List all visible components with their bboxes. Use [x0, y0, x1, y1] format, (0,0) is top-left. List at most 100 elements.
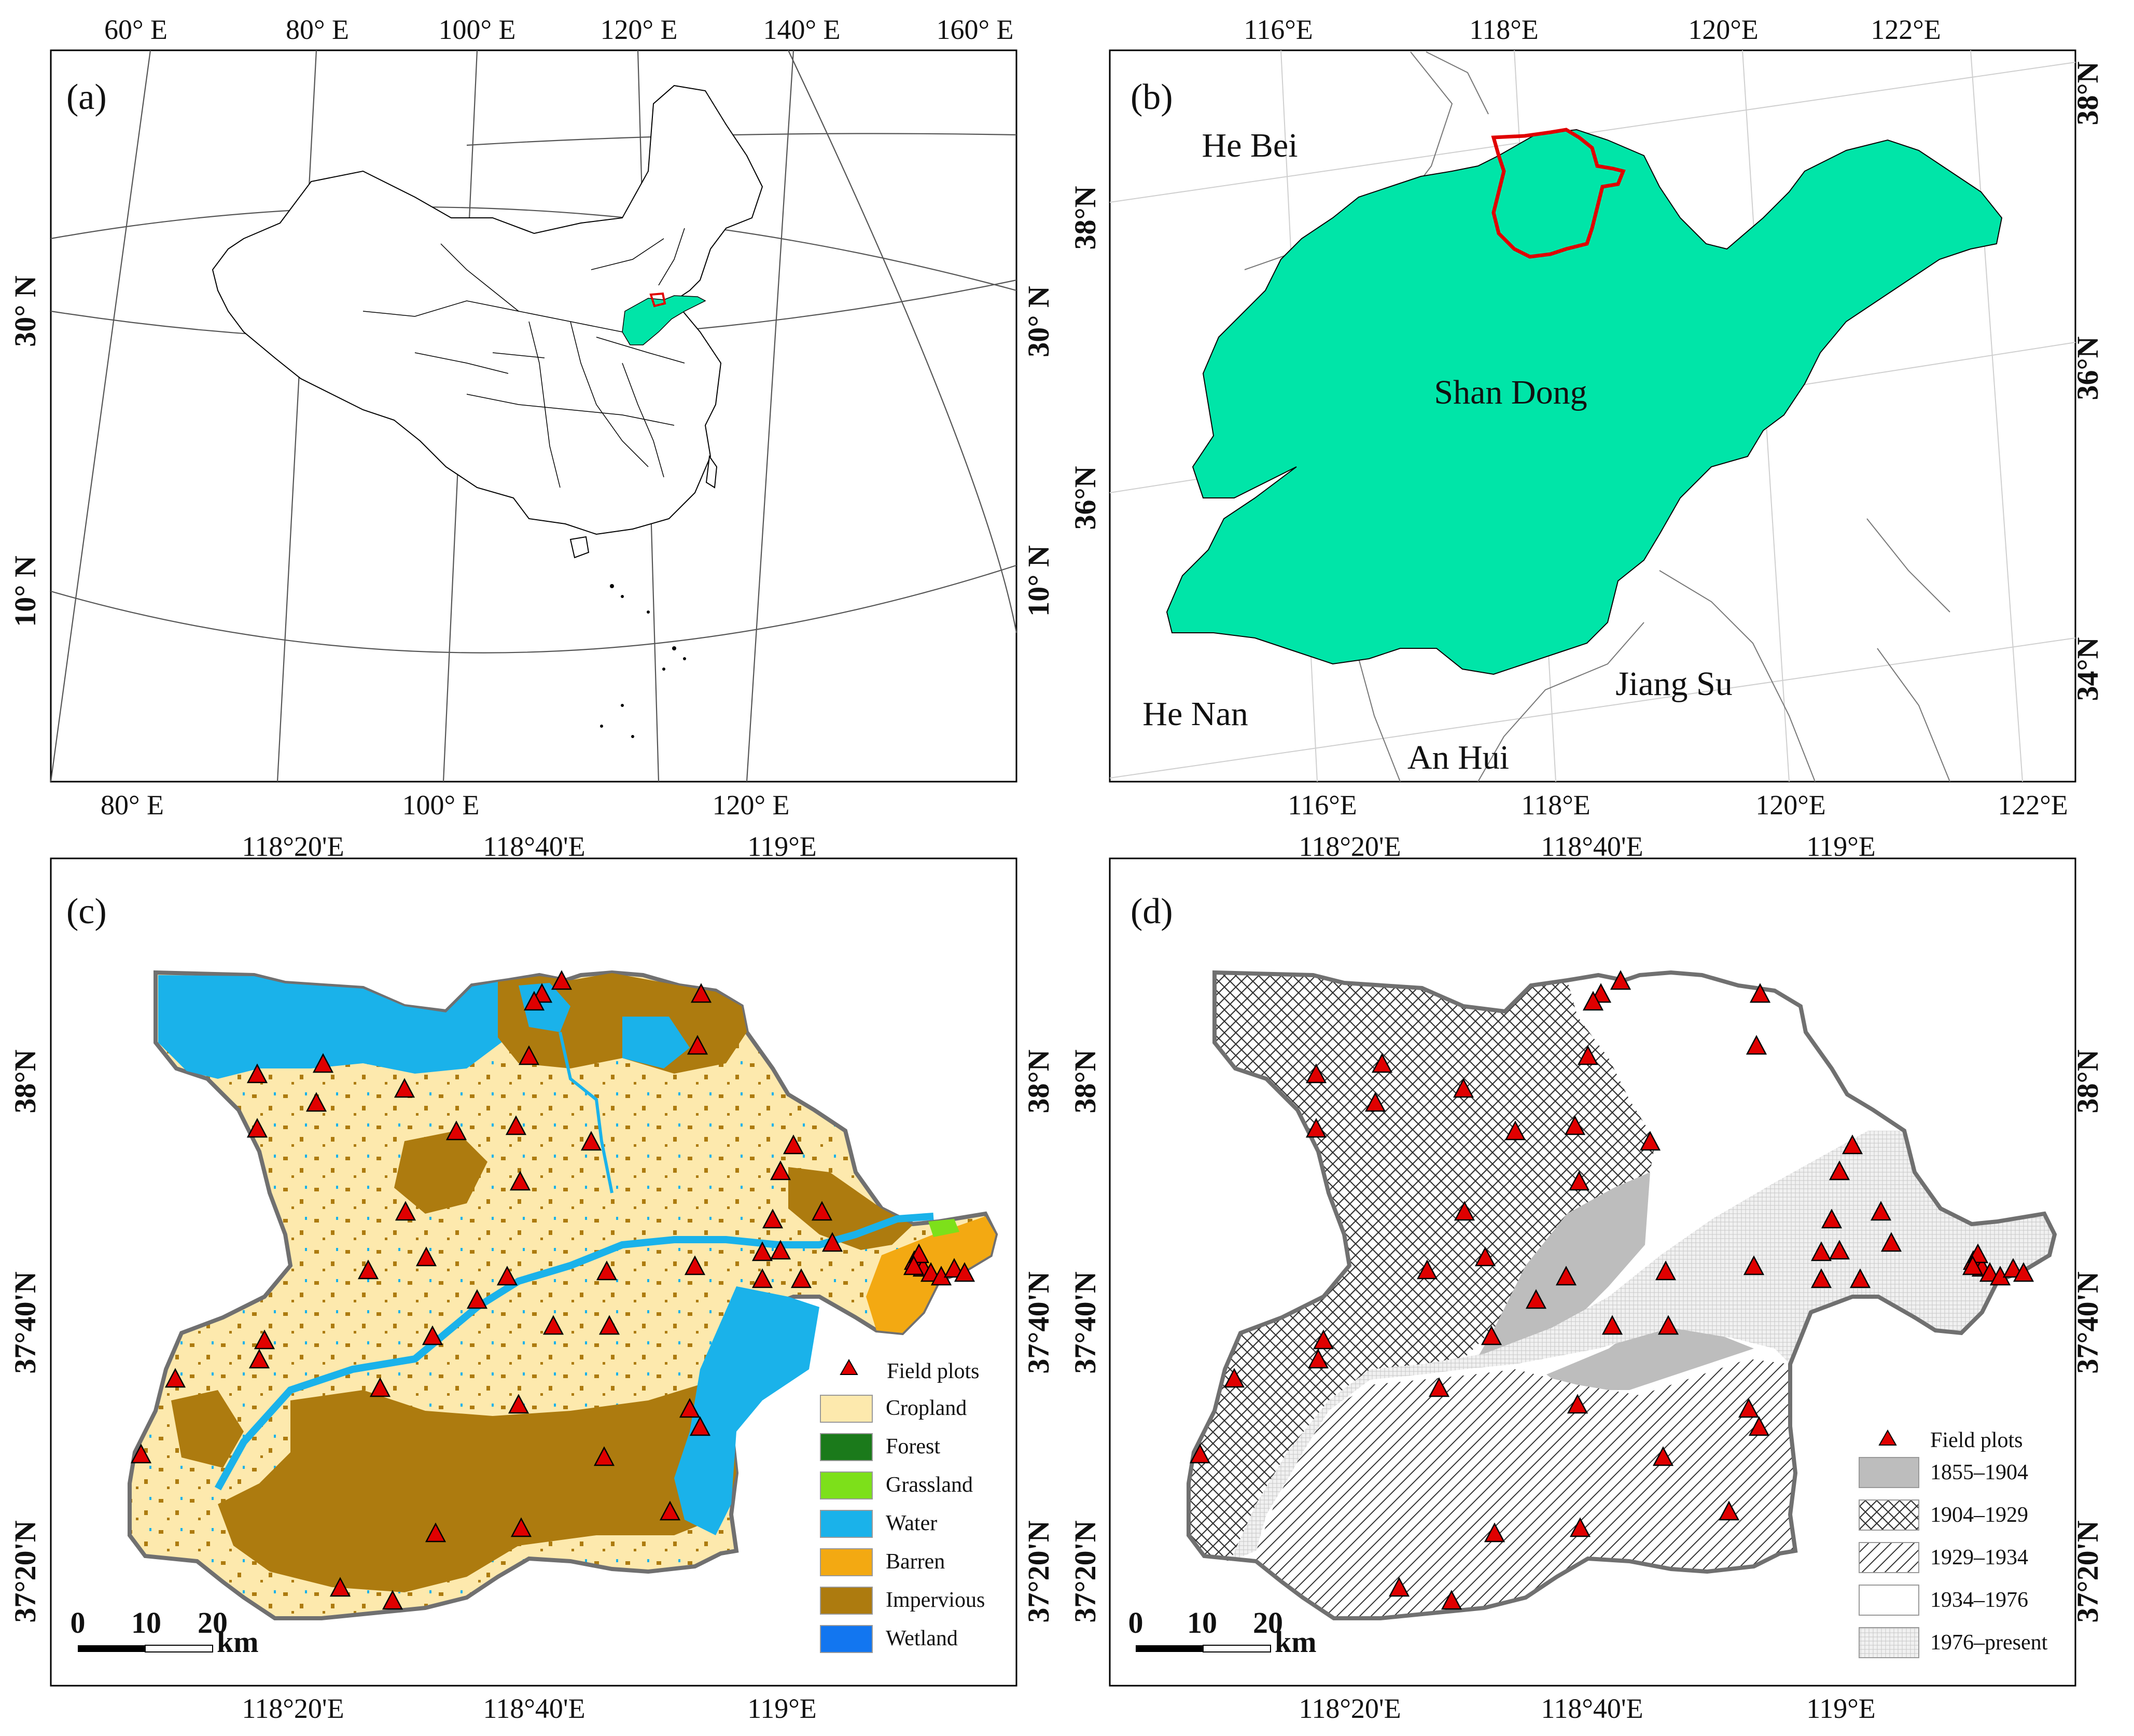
c-field-plot-marker [518, 1045, 540, 1065]
c-left-tick-2: 37°40'N [8, 1271, 42, 1373]
c-field-plot-marker [248, 1349, 270, 1369]
c-water-northwest [158, 975, 508, 1079]
c-field-plot-marker [305, 1092, 327, 1112]
b-left-tick-1: 38°N [1068, 186, 1102, 249]
c-scale-tick-10: 10 [131, 1606, 161, 1640]
d-legend-swatch [1859, 1585, 1919, 1616]
study-area-marker-a [649, 292, 666, 308]
c-legend-swatch [820, 1395, 873, 1423]
d-field-plot-marker [2013, 1262, 2034, 1282]
a-top-tick-4: 120° E [600, 14, 677, 45]
d-field-plot-marker [1652, 1446, 1674, 1466]
c-impervious-west [171, 1390, 244, 1468]
c-field-plot-marker [690, 983, 712, 1003]
d-field-plot-marker [1639, 1131, 1661, 1151]
a-right-tick-2: 10° N [1022, 545, 1055, 617]
d-field-plot-marker [1601, 1315, 1623, 1335]
c-field-plot-marker [505, 1115, 527, 1135]
c-legend-item-label: Barren [886, 1550, 945, 1574]
panel-d: (d) Field plots 1855–1904 1904–1929 1929–1… [1068, 831, 2104, 1724]
d-bottom-tick-2: 118°40'E [1541, 1693, 1643, 1724]
c-left-tick-1: 38°N [8, 1049, 42, 1113]
c-field-plot-marker [415, 1246, 437, 1267]
d-field-plot-marker [1416, 1259, 1438, 1280]
south-sea-islands [600, 584, 686, 738]
d-lobes [1187, 970, 2057, 1620]
d-field-plot-marker [1568, 1171, 1590, 1191]
c-field-plot-marker [254, 1329, 275, 1350]
d-field-plot-marker [1428, 1377, 1450, 1397]
c-grassland-tip [928, 1219, 959, 1237]
d-field-plot-marker [1610, 970, 1631, 990]
c-top-tick-2: 118°40'E [483, 831, 585, 862]
b-right-tick-3: 34°N [2071, 637, 2104, 701]
d-field-plot-marker [1582, 991, 1604, 1011]
d-top-tick-2: 118°40'E [1541, 831, 1643, 862]
d-right-tick-2: 37°40'N [2071, 1271, 2104, 1373]
c-field-plot-marker [508, 1394, 529, 1414]
d-scale-tick-20: 20 [1253, 1606, 1283, 1640]
d-legend: Field plots 1855–1904 1904–1929 1929–1934 1… [1859, 1428, 2048, 1658]
d-field-plot-marker [1743, 1255, 1765, 1275]
d-field-plot-marker [1504, 1120, 1526, 1141]
d-field-plot-marker [1484, 1522, 1505, 1543]
c-field-plot-marker [689, 1416, 711, 1436]
d-field-plot-marker [1481, 1325, 1502, 1345]
d-field-plot-marker [1569, 1517, 1591, 1537]
d-field-plot-marker [1223, 1368, 1245, 1388]
c-bottom-tick-1: 118°20'E [242, 1693, 344, 1724]
b-bottom-tick-1: 116°E [1288, 789, 1357, 821]
c-field-plot-marker [783, 1134, 804, 1155]
c-field-plot-marker [684, 1255, 706, 1275]
c-field-plots [130, 970, 975, 1610]
d-field-plot-marker [2002, 1258, 2024, 1278]
c-legend-swatch [820, 1433, 873, 1461]
c-impervious-center [394, 1131, 487, 1214]
d-legend-item-label: 1976–present [1930, 1631, 2048, 1655]
a-top-tick-1: 60° E [104, 14, 168, 45]
d-lobe-1904-1929 [1189, 973, 1655, 1561]
d-field-plot-marker [1870, 1201, 1892, 1221]
c-field-plot-marker [246, 1063, 268, 1084]
d-field-plot-marker [1810, 1241, 1832, 1261]
d-field-plot-marker [1567, 1394, 1588, 1414]
d-field-plot-marker [1657, 1315, 1679, 1335]
c-right-tick-3: 37°20'N [1022, 1520, 1055, 1622]
d-field-plot-marker [1849, 1268, 1871, 1288]
c-field-plot-marker [496, 1266, 518, 1286]
region-an-hui: An Hui [1407, 739, 1509, 776]
c-field-plot-marker [394, 1078, 415, 1098]
c-legend-item-label: Wetland [886, 1627, 958, 1650]
c-field-plot-marker [509, 1171, 531, 1191]
panel-d-letter: (d) [1131, 892, 1173, 932]
c-field-plot-marker [551, 970, 573, 990]
c-legend-swatch [820, 1510, 873, 1538]
c-yellow-river [214, 1213, 934, 1491]
a-top-tick-6: 160° E [936, 14, 1013, 45]
taiwan-island [705, 455, 718, 489]
d-field-plot-marker [1821, 1209, 1843, 1229]
c-right-tick-2: 37°40'N [1022, 1271, 1055, 1373]
d-bottom-tick-1: 118°20'E [1299, 1693, 1401, 1724]
b-left-tick-2: 36°N [1068, 466, 1102, 530]
region-shan-dong: Shan Dong [1434, 373, 1587, 411]
d-field-plot-marker [1305, 1063, 1327, 1084]
c-scale-tick-20: 20 [198, 1606, 228, 1640]
d-field-plot-marker [1371, 1053, 1393, 1073]
china-provinces [362, 228, 685, 488]
d-lobe-1855-1904-south [1546, 1317, 1754, 1390]
b-top-tick-1: 116°E [1244, 14, 1313, 45]
d-lobe-1976-present [1230, 1131, 2055, 1561]
d-legend-swatch [1859, 1542, 1919, 1573]
panel-c-letter: (c) [66, 892, 107, 932]
c-bottom-tick-3: 119°E [747, 1693, 817, 1724]
c-field-plot-marker [751, 1241, 773, 1261]
c-top-tick-1: 118°20'E [242, 831, 344, 862]
d-left-tick-3: 37°20'N [1068, 1520, 1102, 1622]
d-field-plot-marker [1564, 1115, 1586, 1135]
c-legend-item-label: Impervious [886, 1588, 985, 1612]
c-legend: Field plots Cropland Forest Grassland Water… [820, 1358, 985, 1653]
d-legend-field-plot-marker [1878, 1429, 1897, 1446]
d-field-plot-marker [1577, 1045, 1599, 1065]
d-field-plot-marker [1313, 1329, 1334, 1350]
